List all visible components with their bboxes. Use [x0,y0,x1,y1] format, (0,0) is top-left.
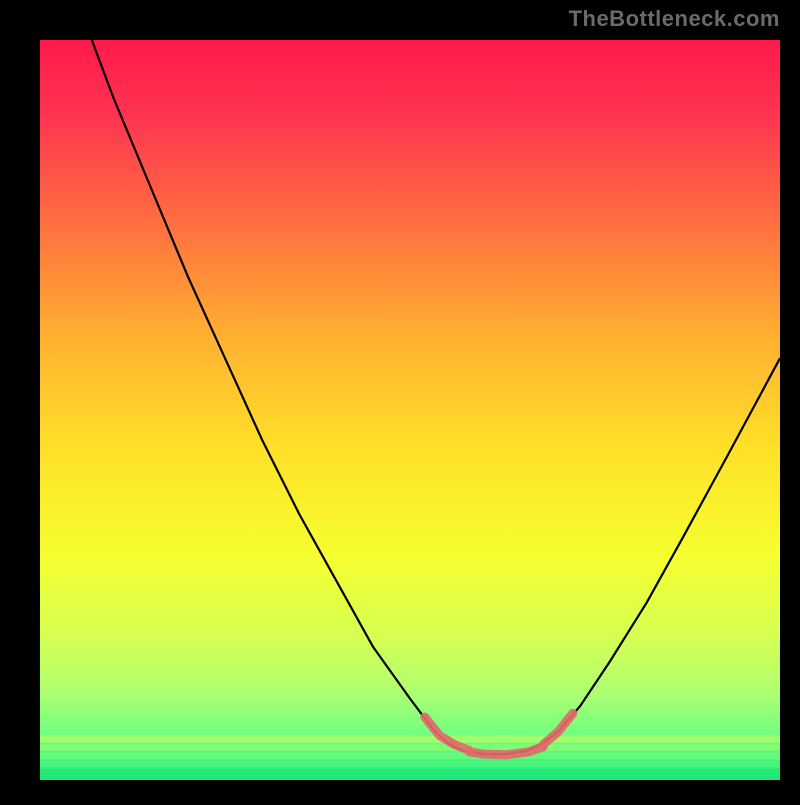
bottleneck-chart: TheBottleneck.com [0,0,800,800]
plot-background-gradient [40,40,780,780]
contour-stripes [40,736,780,780]
watermark: TheBottleneck.com [569,6,780,32]
chart-svg [0,0,800,800]
